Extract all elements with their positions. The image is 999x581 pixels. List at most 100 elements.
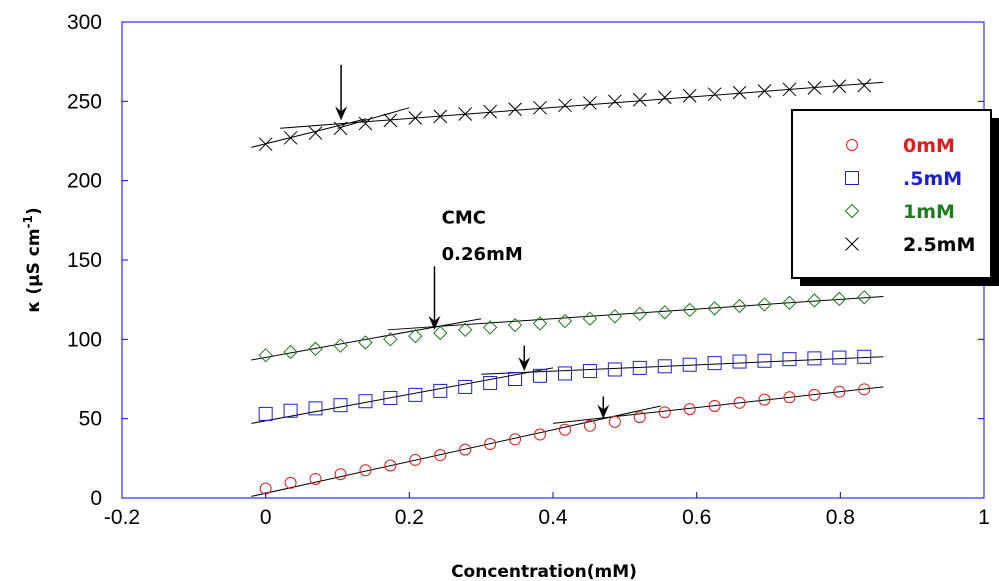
data-point [732,298,747,314]
data-point [657,359,672,374]
data-point [308,126,323,140]
data-point [408,387,423,402]
fit-line [337,107,410,129]
data-point [532,316,548,331]
data-point [707,301,722,316]
data-point [783,391,796,404]
legend-label: .5mM [903,168,962,190]
data-point [558,98,572,113]
data-point [458,322,473,338]
data-point [732,354,747,369]
cmc-arrow-head [335,106,348,121]
y-tick-label: 200 [67,170,102,193]
data-point [458,107,473,121]
data-point [384,459,397,472]
data-point [308,341,323,357]
data-point [758,393,771,406]
x-tick-label: 0.8 [826,506,855,529]
y-axis-ticks: 0 50 100 150 200 250 300 [67,11,984,510]
data-point [308,401,323,416]
data-point [283,130,298,145]
data-point [484,438,497,451]
data-point [333,121,348,136]
legend-label: 2.5mM [903,234,975,256]
data-point [433,325,448,341]
data-point [283,403,298,418]
data-point [408,111,423,125]
data-point [583,419,596,432]
data-point [857,290,872,305]
data-point [832,291,847,307]
data-point [334,468,347,481]
data-point [782,352,797,367]
data-point [707,356,722,371]
data-point [258,137,273,152]
data-point [482,320,498,335]
data-point [433,383,448,398]
x-tick-label: 0.2 [395,506,424,529]
data-point [283,344,298,360]
data-point [433,109,448,124]
data-point [757,297,772,312]
data-point [682,88,697,103]
fit-line [552,386,884,424]
data-point [833,385,846,398]
legend: 0mM .5mM 1mM 2.5mM [791,109,999,286]
y-axis-title-close: ) [24,207,44,215]
legend-items: 0mM .5mM 1mM 2.5mM [844,135,975,256]
data-point [857,349,872,364]
data-point [658,406,671,419]
data-point [532,368,547,383]
data-point [682,357,697,372]
data-point [832,79,847,94]
data-point [434,449,447,462]
legend-marker [845,171,859,185]
x-axis-ticks: -0.2 0 0.2 0.4 0.6 0.8 1 [104,492,990,529]
data-point [707,87,722,102]
fit-line [481,356,884,375]
data-point [508,102,522,117]
data-point [682,302,697,318]
data-point [333,398,348,413]
legend-box [791,109,992,279]
y-tick-label: 0 [90,487,102,510]
data-point [582,311,598,326]
data-point [608,415,621,428]
data-points [258,78,872,495]
data-point [358,335,373,350]
data-point [284,476,297,489]
data-point [832,350,847,365]
data-point [383,391,398,406]
x-tick-label: 0.6 [682,506,711,529]
data-point [607,362,622,377]
data-point [632,306,647,322]
data-point [333,338,348,353]
data-point [309,472,322,485]
data-point [258,347,273,363]
legend-marker [844,203,860,219]
data-point [507,317,523,333]
data-point [408,328,423,344]
legend-marker [846,139,858,151]
y-tick-label: 50 [79,408,102,431]
annotation-text: 0.26mM [442,244,523,265]
y-tick-label: 300 [67,11,102,34]
data-point [358,116,373,131]
data-point [358,394,373,409]
data-point [757,353,772,368]
y-axis-title: κ (μS cm-1) [21,207,44,312]
data-point [807,80,822,95]
fit-line [251,367,554,424]
fit-line [251,318,482,361]
data-point [732,85,747,100]
data-point [557,366,572,381]
data-point [782,82,797,97]
y-axis-title-superscript: -1 [21,215,35,228]
data-point [633,411,646,424]
data-point [558,423,571,436]
cmc-arrows [335,64,610,419]
data-point [409,453,422,466]
y-tick-label: 100 [67,328,102,351]
data-point [808,388,821,401]
